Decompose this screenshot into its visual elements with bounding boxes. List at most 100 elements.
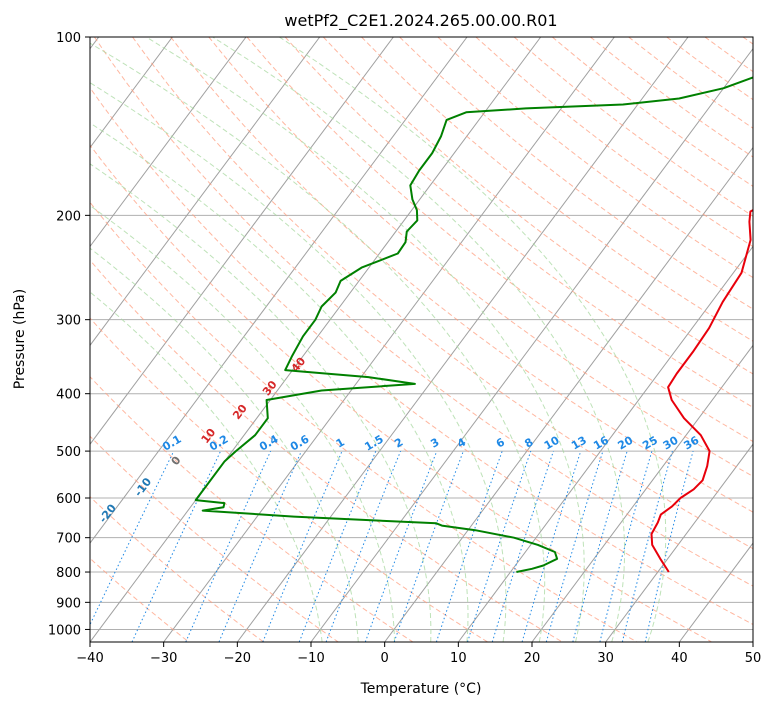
- chart-title: wetPf2_C2E1.2024.265.00.00.R01: [284, 11, 557, 31]
- axes: −40 −30 −20 −10 0 10 20 30 40 5010020030040050060…: [48, 31, 761, 666]
- isotherm-line: [310, 47, 753, 642]
- dry-adiabat-label: -50: [0, 589, 7, 613]
- x-tick-label: 40: [671, 651, 688, 666]
- mixing-ratio-line: [435, 450, 503, 642]
- y-tick-label: 500: [56, 445, 81, 460]
- y-tick-label: 300: [56, 314, 81, 329]
- dry-adiabat-label: -10: [132, 475, 155, 499]
- plot-frame: [89, 36, 754, 643]
- isotherm-line: [531, 344, 753, 642]
- isotherm-line: [236, 37, 689, 642]
- mixing-ratio-label: 20: [616, 433, 636, 452]
- mixing-ratio-line: [545, 450, 604, 642]
- mixing-ratio-label: 30: [661, 433, 681, 452]
- isotherm-line: [90, 37, 542, 642]
- moist-adiabat-line: [145, 37, 585, 642]
- mixing-ratio-line: [393, 450, 464, 642]
- mixing-ratio-line: [298, 450, 377, 642]
- mixing-ratio-label: 3: [428, 436, 441, 451]
- dry-adiabat-line: [132, 37, 753, 550]
- dry-adiabat-label: -40: [23, 558, 46, 582]
- isotherm-line: [90, 37, 173, 149]
- isotherm-line: [384, 146, 753, 642]
- moist-adiabat-line: [212, 37, 626, 642]
- background-lines: [90, 37, 753, 642]
- mixing-ratio-label: 1.5: [362, 433, 385, 454]
- dry-adiabat-line: [90, 435, 339, 642]
- dry-adiabat-line: [90, 376, 414, 642]
- moist-adiabat-line: [90, 204, 395, 642]
- mixing-ratio-label: 0.1: [160, 433, 183, 454]
- y-tick-label: 200: [56, 209, 81, 224]
- mixing-ratio-label: 6: [494, 435, 507, 450]
- y-tick-label: 800: [56, 566, 81, 581]
- dry-adiabat-line: [90, 144, 712, 642]
- moist-adiabat-line: [90, 247, 359, 642]
- mixing-ratio-line: [467, 450, 532, 642]
- x-axis-label: Temperature (°C): [360, 681, 482, 697]
- mixing-ratio-label: 0.6: [288, 432, 312, 453]
- moist-adiabat-line: [90, 291, 323, 642]
- y-tick-label: 600: [56, 492, 81, 507]
- mixing-ratio-label: 25: [640, 434, 660, 453]
- y-axis-label: Pressure (hPa): [12, 289, 28, 389]
- dry-adiabat-line: [170, 37, 753, 513]
- dry-adiabat-label: -20: [96, 501, 119, 525]
- mixing-ratio-line: [621, 450, 673, 642]
- moist-adiabat-line: [279, 37, 667, 642]
- dry-adiabat-line: [475, 37, 753, 248]
- moist-adiabat-line: [90, 163, 432, 642]
- x-tick-label: 0: [381, 651, 389, 666]
- moist-adiabat-line: [90, 82, 507, 642]
- x-tick-label: 20: [524, 651, 541, 666]
- isotherm-line: [90, 37, 247, 248]
- temperature-profile-line: [650, 208, 753, 573]
- x-tick-label: 50: [745, 651, 762, 666]
- dry-adiabat-line: [322, 37, 753, 375]
- dry-adiabat-line: [90, 317, 488, 642]
- mixing-ratio-line: [521, 450, 582, 642]
- isotherm-line: [457, 245, 753, 642]
- mixing-ratio-label: 2: [392, 436, 405, 451]
- dry-adiabat-line: [361, 37, 753, 342]
- x-tick-label: −20: [224, 651, 251, 666]
- y-tick-label: 1000: [48, 623, 81, 638]
- x-tick-label: 10: [450, 651, 467, 666]
- x-tick-label: 30: [597, 651, 614, 666]
- dry-adiabat-line: [90, 259, 563, 642]
- mixing-ratio-line: [599, 450, 653, 642]
- mixing-ratio-label: 1: [334, 436, 347, 451]
- dry-adiabat-line: [742, 37, 753, 45]
- mixing-ratio-line: [185, 450, 272, 642]
- dry-adiabat-line: [90, 201, 638, 642]
- moist-adiabat-line: [90, 42, 546, 642]
- isotherm-line: [90, 37, 394, 446]
- dry-adiabat-line: [399, 37, 753, 310]
- y-tick-label: 400: [56, 388, 81, 403]
- isotherm-line: [163, 37, 615, 642]
- dewpoint-profile-line: [194, 76, 753, 573]
- dry-adiabat-label: 20: [230, 402, 250, 422]
- sounding-profiles: [194, 76, 753, 573]
- mixing-ratio-line: [491, 450, 554, 642]
- x-tick-label: −10: [297, 651, 324, 666]
- dry-adiabat-line: [551, 37, 753, 187]
- mixing-ratio-line: [325, 450, 402, 642]
- mixing-ratio-line: [90, 450, 175, 626]
- isotherm-line: [752, 641, 753, 642]
- dry-adiabat-line: [704, 37, 753, 73]
- isotherm-line: [90, 37, 468, 544]
- dry-adiabat-line: [90, 495, 264, 642]
- dry-adiabat-line: [90, 86, 753, 626]
- mixing-ratio-label: 8: [522, 436, 535, 451]
- background-line-labels: 0.10.20.40.611.52346810131620253036-60-5…: [0, 355, 701, 613]
- y-tick-label: 900: [56, 596, 81, 611]
- moist-adiabat-line: [90, 122, 469, 642]
- isotherm-line: [90, 37, 321, 347]
- mixing-ratio-label: 10: [542, 433, 562, 452]
- x-tick-label: −40: [76, 651, 103, 666]
- x-tick-label: −30: [150, 651, 177, 666]
- mixing-ratio-line: [218, 450, 302, 642]
- dry-adiabat-line: [666, 37, 753, 101]
